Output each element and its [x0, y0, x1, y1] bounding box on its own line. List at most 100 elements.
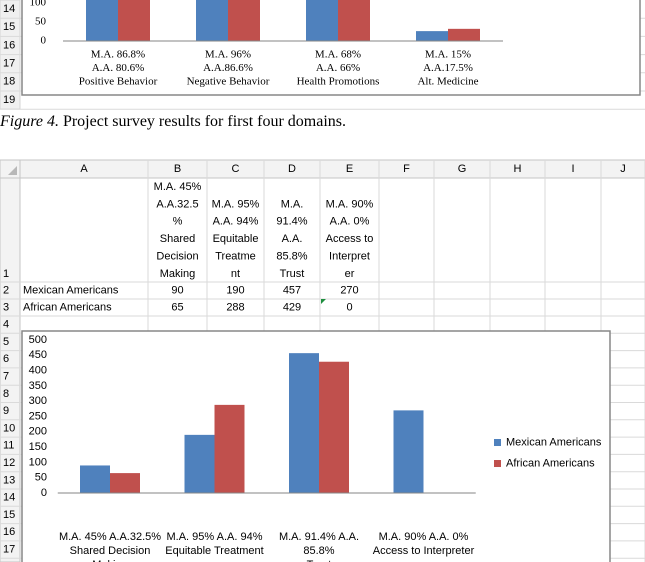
row-number: 9: [3, 405, 9, 417]
row-number: 17: [3, 543, 15, 555]
x-tick-label: Positive Behavior: [79, 76, 158, 88]
x-tick-label: M.A. 95% A.A. 94%: [167, 531, 263, 543]
column-header: C: [232, 163, 240, 175]
legend-label: Mexican Americans: [506, 436, 602, 448]
row-number: 6: [3, 353, 9, 365]
x-tick-label: M.A. 68%: [315, 49, 361, 61]
cell-value: 0: [346, 301, 352, 313]
cell-text: Access to: [326, 233, 374, 245]
bar: [319, 361, 349, 493]
x-tick-label: M.A. 15%: [425, 49, 471, 61]
bar: [196, 0, 228, 41]
cell-text: A.A.: [282, 233, 303, 245]
column-header: E: [346, 163, 353, 175]
cell-text: 91.4%: [276, 216, 307, 228]
y-tick-label: 400: [29, 365, 47, 377]
cell-text: Mexican Americans: [23, 284, 119, 296]
y-tick-label: 50: [35, 472, 47, 484]
bars: [86, 0, 480, 41]
y-tick-label: 350: [29, 380, 47, 392]
cell-text: M.A. 95%: [212, 198, 260, 210]
x-tick-label: Trust: [307, 559, 332, 562]
x-tick-label: Alt. Medicine: [417, 76, 478, 88]
x-tick-label: Equitable Treatment: [165, 545, 263, 557]
cell-text: A.A. 0%: [330, 216, 370, 228]
row-number: 3: [3, 301, 9, 313]
x-tick-label: Shared Decision: [70, 545, 151, 557]
cell-text: A.A. 94%: [213, 216, 259, 228]
x-tick-label: Negative Behavior: [187, 76, 270, 88]
caption-label: Figure 4.: [0, 113, 59, 130]
row-number: 8: [3, 388, 9, 400]
row-number: 18: [3, 76, 15, 88]
x-tick-label: M.A. 91.4% A.A.: [279, 531, 359, 543]
column-header-bg: [0, 159, 645, 179]
column-header: A: [80, 163, 88, 175]
cell-text: Equitable: [213, 233, 259, 245]
row-number: 1: [3, 268, 9, 280]
bar: [338, 0, 370, 41]
column-header: F: [403, 163, 410, 175]
x-tick-label: Making: [92, 559, 127, 562]
y-tick-label: 300: [29, 395, 47, 407]
column-header: J: [620, 163, 626, 175]
select-all-corner: [8, 166, 17, 175]
bar: [110, 473, 140, 493]
bar: [289, 353, 319, 493]
bar: [448, 28, 480, 41]
bar: [86, 0, 118, 41]
bar: [184, 434, 215, 493]
cell-value: 65: [171, 301, 183, 313]
column-header: B: [174, 163, 181, 175]
cell-text: nt: [231, 268, 240, 280]
row-number: 5: [3, 336, 9, 348]
chart: 0 50 100 150 200 250 300 350 400 450 500 M.A. 45% A…: [21, 330, 611, 562]
cell-value: 190: [226, 284, 244, 296]
legend-label: African Americans: [506, 457, 595, 469]
x-tick-label: M.A. 86.8%: [91, 49, 145, 61]
column-header: D: [288, 163, 296, 175]
y-tick-label: 450: [29, 349, 47, 361]
row-header-bg: [0, 177, 21, 562]
cell-text: M.A. 45%: [154, 181, 202, 193]
caption-text: Project survey results for first four do…: [63, 113, 346, 130]
legend-swatch: [494, 460, 501, 468]
cell-text: %: [173, 216, 183, 228]
cell-value: 90: [171, 284, 183, 296]
column-header: G: [458, 163, 467, 175]
x-tick-label: M.A. 96%: [205, 49, 251, 61]
y-tick-label: 500: [29, 334, 47, 346]
cell-text: Making: [160, 268, 195, 280]
bar: [214, 404, 245, 493]
cell-value: 429: [283, 301, 301, 313]
caption: Figure 4. Project survey results for firs…: [0, 113, 346, 130]
row-number: 19: [3, 94, 15, 106]
row-number: 17: [3, 58, 15, 70]
row-number: 10: [3, 422, 15, 434]
legend-swatch: [494, 439, 501, 447]
cell-value: 288: [226, 301, 244, 313]
bar: [393, 410, 424, 493]
bars: [80, 353, 424, 493]
cell-value: 270: [340, 284, 358, 296]
row-number: 11: [3, 440, 14, 452]
bar: [306, 0, 338, 41]
chart: 0 50 100 M.A. 86.8%A.A. 80.6% Positive Behav…: [21, 0, 641, 96]
cell-text: Trust: [280, 268, 305, 280]
y-tick-label: 100: [30, 0, 47, 9]
y-tick-label: 100: [29, 456, 47, 468]
row-number: 18: [3, 561, 15, 562]
cell-text: 85.8%: [276, 251, 307, 263]
x-tick-label: A.A.86.6%: [203, 62, 253, 74]
bar: [228, 0, 260, 41]
row-number: 15: [3, 21, 15, 33]
row-number: 12: [3, 457, 15, 469]
x-tick-label: 85.8%: [303, 545, 334, 557]
y-tick-label: 0: [41, 487, 47, 499]
cell-text: er: [345, 268, 355, 280]
row-number: 14: [3, 492, 15, 504]
column-header: I: [571, 163, 574, 175]
row-number: 15: [3, 509, 15, 521]
